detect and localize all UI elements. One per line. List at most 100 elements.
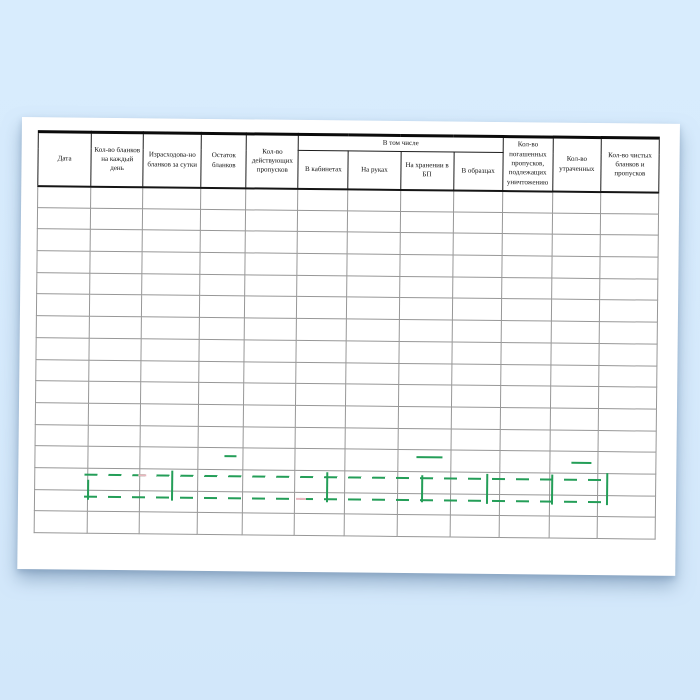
table-cell bbox=[89, 272, 143, 296]
table-cell bbox=[200, 252, 246, 275]
table-cell bbox=[35, 380, 89, 404]
table-cell bbox=[398, 362, 452, 386]
table-cell bbox=[244, 339, 297, 362]
table-cell bbox=[37, 229, 91, 252]
table-cell bbox=[35, 424, 89, 447]
table-cell bbox=[34, 445, 89, 469]
table-cell bbox=[500, 342, 551, 365]
table-cell bbox=[400, 189, 454, 212]
table-cell bbox=[398, 384, 452, 407]
table-cell bbox=[88, 359, 142, 382]
table-cell bbox=[597, 451, 657, 475]
table-cell bbox=[89, 251, 143, 274]
table-cell bbox=[243, 404, 296, 427]
table-cell bbox=[297, 188, 349, 211]
table-cell bbox=[139, 447, 199, 470]
table-cell bbox=[549, 429, 599, 452]
table-cell bbox=[198, 360, 245, 384]
table-cell bbox=[399, 232, 453, 256]
table-cell bbox=[245, 252, 298, 276]
table-cell bbox=[296, 318, 347, 341]
table-cell bbox=[87, 468, 140, 491]
table-cell bbox=[501, 277, 552, 300]
table-cell bbox=[599, 321, 658, 344]
table-cell bbox=[502, 190, 553, 213]
col-header-blanks-per-day: Кол-во бланков на каждый день bbox=[90, 132, 144, 187]
table-cell bbox=[197, 512, 243, 535]
table-cell bbox=[550, 321, 600, 344]
table-cell bbox=[141, 295, 200, 318]
table-cell bbox=[36, 294, 90, 317]
table-cell bbox=[599, 234, 659, 258]
table-cell bbox=[551, 256, 600, 279]
table-cell bbox=[449, 515, 500, 538]
table-cell bbox=[599, 299, 658, 323]
table-cell bbox=[139, 468, 199, 491]
table-cell bbox=[140, 381, 199, 405]
table-cell bbox=[398, 319, 453, 342]
table-cell bbox=[34, 467, 88, 490]
table-cell bbox=[140, 425, 199, 448]
table-cell bbox=[399, 254, 453, 277]
table-cell bbox=[297, 253, 348, 276]
table-cell bbox=[242, 469, 296, 493]
table-cell bbox=[347, 188, 401, 212]
table-cell bbox=[596, 516, 656, 540]
table-cell bbox=[297, 231, 348, 254]
table-cell bbox=[200, 230, 246, 253]
table-cell bbox=[36, 315, 90, 339]
table-cell bbox=[198, 447, 244, 470]
table-cell bbox=[502, 212, 553, 235]
table-cell bbox=[549, 494, 598, 517]
table-cell bbox=[243, 426, 296, 449]
table-cell bbox=[198, 425, 244, 449]
table-cell bbox=[244, 296, 298, 319]
table-cell bbox=[499, 429, 551, 452]
col-header-active-passes: Кол-во действующих пропусков bbox=[246, 133, 299, 189]
table-cell bbox=[397, 449, 451, 472]
table-cell bbox=[451, 385, 501, 408]
table-cell bbox=[450, 450, 500, 473]
col-subheader-samples: В образцах bbox=[453, 152, 503, 191]
table-cell bbox=[87, 446, 141, 469]
table-cell bbox=[244, 274, 298, 297]
table-cell bbox=[295, 448, 346, 471]
table-cell bbox=[245, 231, 298, 254]
table-cell bbox=[551, 277, 600, 300]
table-cell bbox=[451, 320, 502, 343]
table-cell bbox=[197, 490, 243, 514]
table-cell bbox=[139, 490, 198, 513]
table-cell bbox=[141, 273, 201, 296]
table-cell bbox=[452, 233, 503, 256]
table-cell bbox=[399, 276, 453, 299]
table-cell bbox=[88, 381, 141, 404]
table-cell bbox=[600, 213, 659, 236]
table-cell bbox=[597, 473, 656, 496]
table-header: Дата Кол-во бланков на каждый день Израс… bbox=[37, 131, 660, 193]
col-header-blanks-used: Израсходова-но бланков за сутки bbox=[142, 132, 202, 188]
table-cell bbox=[297, 275, 348, 298]
table-cell bbox=[346, 297, 400, 320]
table-cell bbox=[598, 408, 657, 431]
table-cell bbox=[245, 187, 299, 211]
table-cell bbox=[501, 255, 552, 278]
table-cell bbox=[345, 470, 398, 494]
table-cell bbox=[198, 404, 244, 427]
table-cell bbox=[451, 363, 501, 386]
col-header-date: Дата bbox=[37, 131, 92, 187]
table-cell bbox=[500, 320, 552, 343]
table-cell bbox=[199, 295, 245, 318]
table-cell bbox=[295, 426, 346, 450]
table-cell bbox=[244, 317, 297, 341]
table-cell bbox=[296, 340, 347, 363]
table-cell bbox=[244, 361, 297, 384]
table-cell bbox=[294, 492, 346, 515]
table-cell bbox=[87, 489, 140, 513]
table-cell bbox=[397, 406, 452, 429]
table-cell bbox=[499, 494, 550, 517]
table-cell bbox=[200, 209, 246, 232]
table-cell bbox=[597, 495, 656, 518]
table-cell bbox=[552, 191, 601, 214]
table-cell bbox=[450, 471, 500, 495]
table-cell bbox=[501, 233, 553, 257]
